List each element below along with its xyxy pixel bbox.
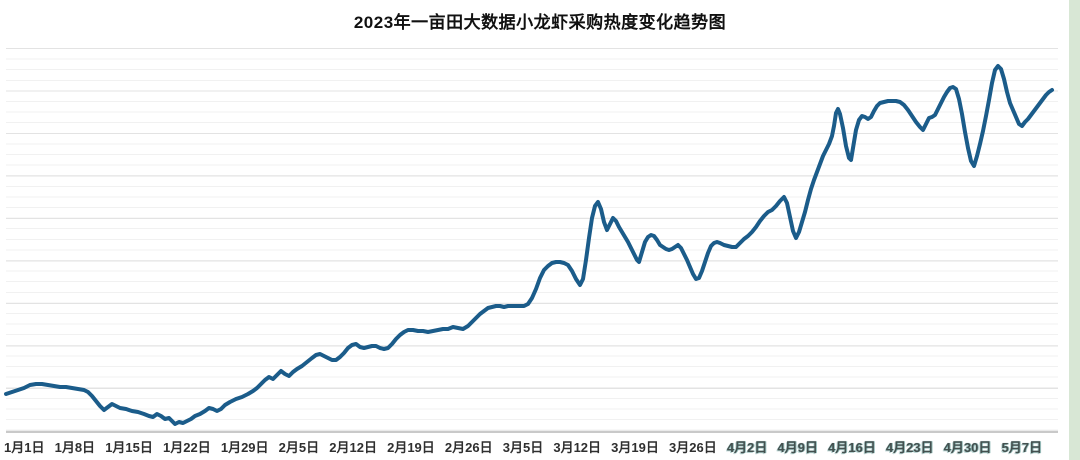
watermark-strip [1069, 0, 1080, 460]
x-axis-label: 4月23日 [885, 440, 934, 455]
x-axis-label: 3月19日 [611, 440, 659, 455]
x-axis-label: 4月30日 [943, 440, 992, 455]
plot-area [6, 48, 1058, 433]
x-axis-label: 2月26日 [444, 440, 493, 455]
x-axis-label: 2月5日 [278, 440, 320, 455]
x-axis-label: 1月8日 [54, 440, 96, 455]
x-axis-label: 1月29日 [220, 440, 269, 455]
x-axis-label: 4月9日 [777, 440, 818, 455]
x-axis-label: 1月1日 [4, 440, 45, 455]
chart-title: 2023年一亩田大数据小龙虾采购热度变化趋势图 [353, 13, 727, 32]
x-axis-label: 5月7日 [1001, 440, 1042, 455]
x-axis-label: 2月12日 [329, 440, 377, 455]
x-axis-label: 3月26日 [669, 440, 717, 455]
x-axis-label: 2月19日 [387, 440, 435, 455]
x-axis-label: 3月12日 [553, 440, 602, 455]
x-axis-label: 3月5日 [502, 440, 544, 455]
x-axis-label: 1月22日 [163, 440, 211, 455]
x-axis: 1月1日 1月8日 1月15日 1月22日 1月29日 2月5日 2月12日 2月19日 2月2… [4, 437, 1042, 456]
x-axis-label: 1月15日 [105, 440, 153, 455]
x-axis-label: 4月16日 [828, 440, 876, 455]
x-axis-label: 4月2日 [726, 440, 768, 455]
